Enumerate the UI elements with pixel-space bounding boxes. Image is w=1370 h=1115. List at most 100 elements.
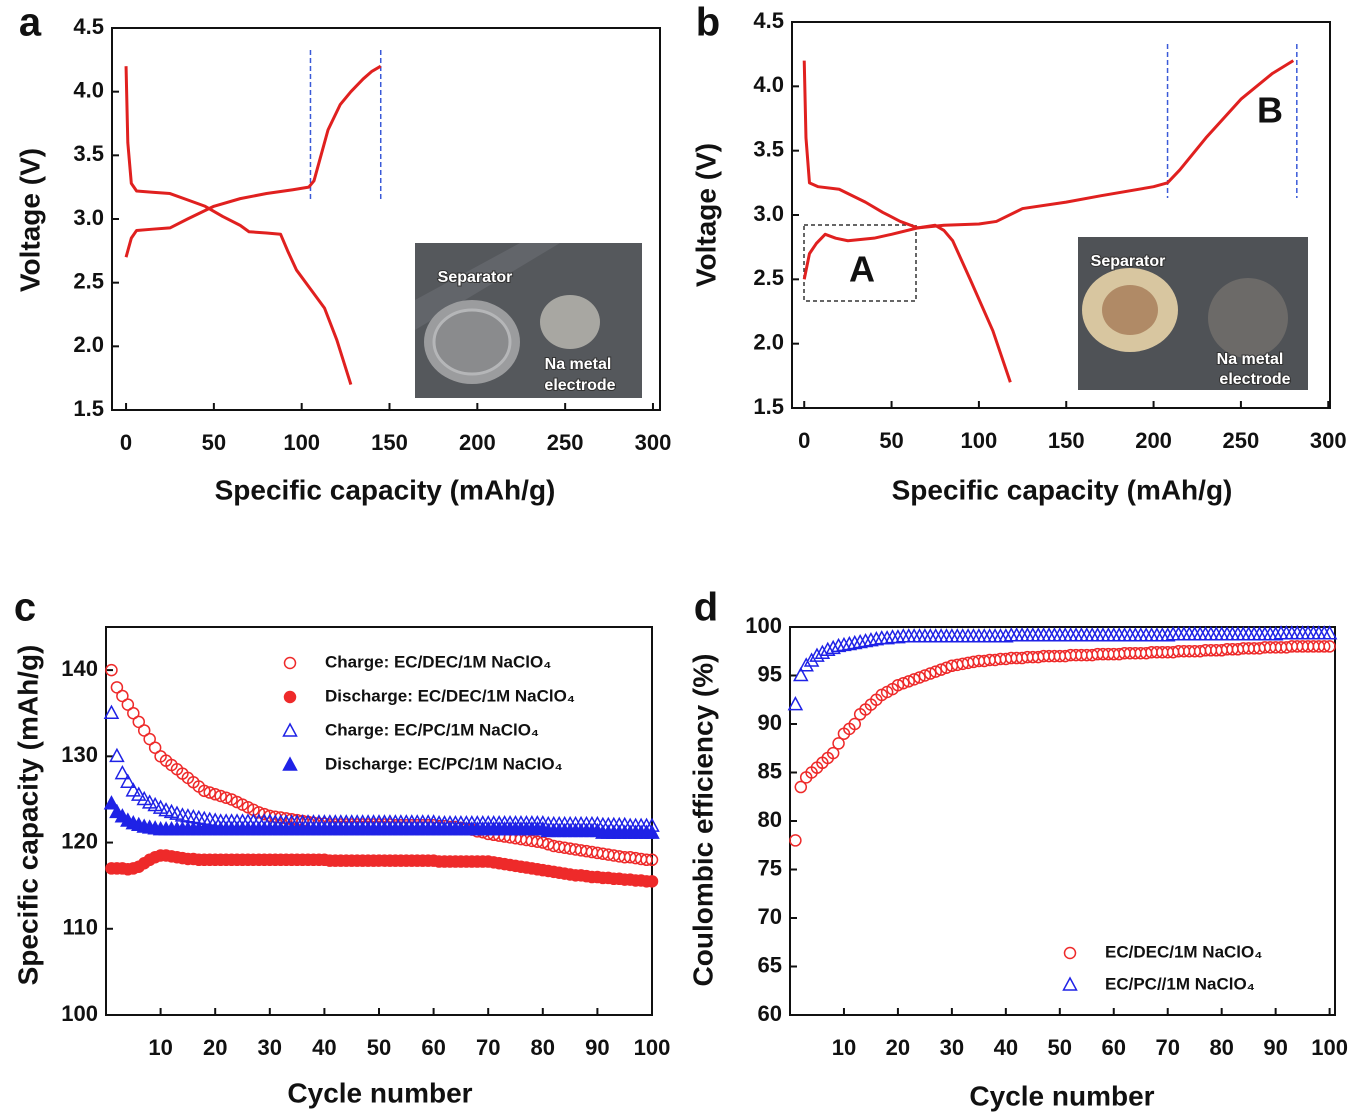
marker [913,671,926,684]
marker [127,706,140,720]
x-tick-label: 100 [1311,1035,1348,1060]
highlight-box [803,224,917,302]
x-tick-label: 70 [476,1035,500,1060]
x-tick-label: 250 [1223,428,1260,453]
y-tick-label: 130 [61,742,98,767]
curve [124,64,382,258]
curve [802,59,1295,280]
marker [836,636,852,652]
inset-label: Separator [438,269,513,286]
marker [640,853,653,867]
legend-label: Charge: EC/DEC/1M NaClO₄ [325,652,551,671]
marker [924,667,937,680]
marker [110,681,124,694]
marker [826,746,840,760]
y-tick-label: 4.5 [73,14,104,39]
x-tick-label: 10 [148,1035,172,1060]
y-tick-label: 110 [63,915,99,940]
panel: d Cycle number Coulombic efficiency (%) 10 2… [687,586,1348,1112]
x-tick-label: 250 [547,430,584,455]
marker [219,791,233,804]
x-tick-label: 60 [421,1035,445,1060]
legend-label: EC/PC//1M NaClO₄ [1105,974,1255,993]
marker [879,630,895,645]
panel-label: a [19,1,42,45]
x-tick-label: 10 [832,1035,856,1060]
marker [645,853,659,867]
inset-label: Na metal [545,356,612,373]
marker [645,875,659,888]
marker [830,637,847,653]
marker [120,773,136,788]
x-tick-label: 50 [367,1035,391,1060]
marker [131,786,147,801]
marker [998,628,1014,643]
marker [109,747,125,763]
x-tick-label: 30 [940,1035,964,1060]
marker [787,696,804,711]
x-tick-label: 60 [1102,1035,1126,1060]
marker [825,639,841,655]
y-tick-label: 3.5 [753,136,784,161]
x-tick-label: 100 [961,428,998,453]
x-tick-label: 150 [371,430,408,455]
y-axis-title: Voltage (V) [14,148,45,292]
marker [890,629,906,644]
x-tick-label: 100 [634,1035,671,1060]
inset-label: Na metal [1217,351,1284,368]
y-tick-label: 85 [758,758,782,783]
y-tick-label: 140 [61,656,98,681]
curve [802,60,1012,383]
x-tick-label: 300 [1310,428,1347,453]
y-tick-label: 2.5 [753,265,784,290]
x-tick-label: 40 [312,1035,336,1060]
x-tick-label: 100 [283,430,320,455]
y-tick-label: 120 [61,828,98,853]
marker [848,717,862,731]
x-tick-label: 90 [1263,1035,1287,1060]
marker [868,631,885,646]
x-tick-label: 50 [202,430,226,455]
panel-label: b [696,1,720,45]
x-tick-label: 150 [1048,428,1085,453]
y-tick-label: 2.0 [73,332,104,357]
legend-marker [1062,976,1078,991]
marker [105,663,118,677]
legend-label: Discharge: EC/DEC/1M NaClO₄ [325,686,575,705]
legend-label: Charge: EC/PC/1M NaClO₄ [325,720,539,739]
panel-label: d [694,586,718,630]
inset-photo-a [415,243,642,398]
inset-label: electrode [544,377,615,394]
marker [832,737,845,750]
y-tick-label: 3.0 [753,201,784,226]
marker [132,715,146,729]
x-tick-label: 40 [994,1035,1018,1060]
annotation: A [849,249,875,290]
marker [252,806,266,819]
x-tick-label: 50 [879,428,903,453]
x-tick-label: 80 [531,1035,555,1060]
x-tick-label: 20 [203,1035,227,1060]
marker [929,665,942,678]
y-axis-title: Coulombic efficiency (%) [687,654,718,987]
marker [798,657,814,672]
marker [907,673,921,686]
marker [902,675,915,688]
marker [918,669,932,682]
marker [214,789,227,803]
y-tick-label: 3.0 [73,205,104,230]
x-tick-label: 20 [886,1035,910,1060]
legend-marker [283,656,297,670]
legend-marker [283,690,297,704]
y-tick-label: 2.0 [753,329,784,354]
marker [644,824,660,839]
x-tick-label: 90 [585,1035,609,1060]
marker [103,704,120,719]
marker [137,724,151,737]
marker [809,647,825,662]
annotation: B [1257,90,1283,131]
panel: b Specific capacity (mAh/g) Voltage (V) 0 50… [690,1,1346,506]
y-tick-label: 4.0 [753,72,784,97]
marker [203,786,216,799]
